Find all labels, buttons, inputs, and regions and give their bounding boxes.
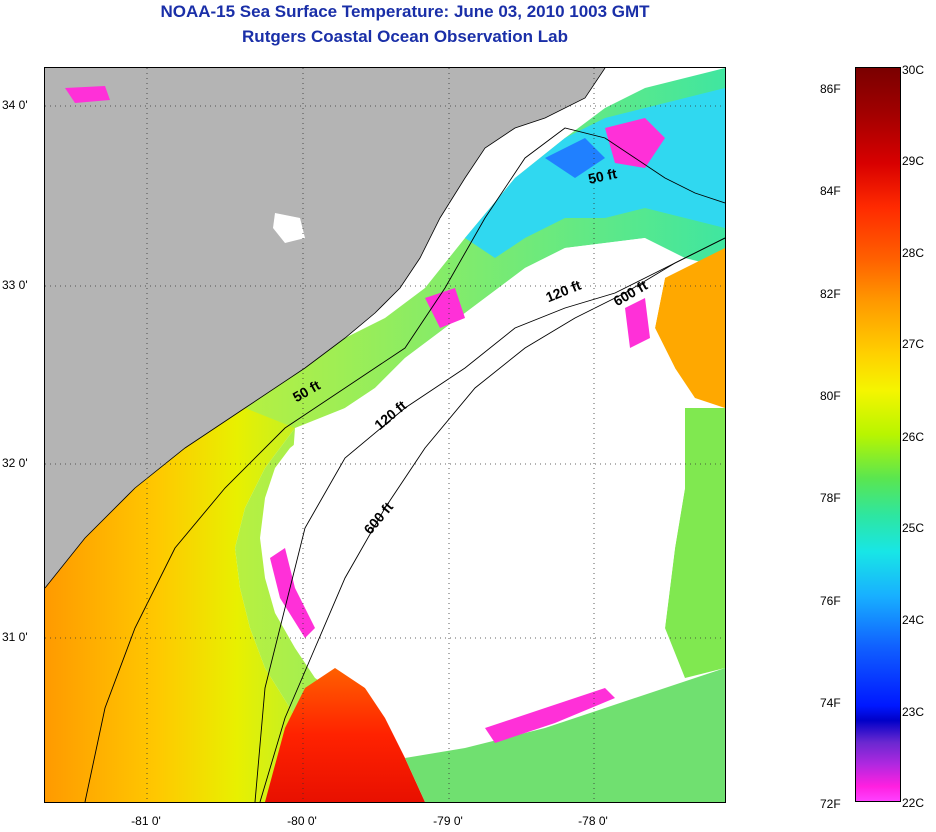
colorbar-c-22: 22C [902,796,925,810]
colorbar-c-27: 27C [902,337,925,351]
lon-label-79: -79 0' [433,814,463,828]
colorbar-f-80: 80F [820,389,841,403]
magenta-patch-north [605,118,665,168]
colorbar-c-25: 25C [902,521,925,535]
east-green-water [665,408,725,678]
colorbar-f-84: 84F [820,184,841,198]
coastal-warm-water [45,338,365,802]
lat-label-31: 31 0' [2,630,28,644]
colorbar-f-74: 74F [820,696,841,710]
sst-map [44,67,726,803]
cool-water-north [465,88,725,258]
south-green-water [405,668,725,802]
colorbar-c-29: 29C [902,154,925,168]
colorbar-c-23: 23C [902,705,925,719]
cloud-cover [285,238,685,738]
blue-patch-north [545,138,605,178]
lat-label-33: 33 0' [2,278,28,292]
lon-label-81: -81 0' [131,814,161,828]
cloud-edge-east [625,298,650,348]
cloud-edge-north [425,288,465,328]
contour-600ft [259,237,725,802]
colorbar-c-24: 24C [902,613,925,627]
coastline [45,68,606,589]
gulf-stream-warm-water [265,668,425,802]
lon-label-80: -80 0' [287,814,317,828]
colorbar-f-78: 78F [820,491,841,505]
colorbar-f-72: 72F [820,797,841,811]
contour-50ft [84,127,725,802]
lat-label-34: 34 0' [2,98,28,112]
colorbar-c-26: 26C [902,430,925,444]
colorbar-f-82: 82F [820,287,841,301]
offshore-patch [273,213,305,243]
offshore-patch-2 [65,86,110,103]
shelf-water [235,68,725,748]
cloud-edge-south [485,688,615,743]
cloud-edge-west [270,548,315,638]
sst-map-canvas [45,68,725,802]
map-title: NOAA-15 Sea Surface Temperature: June 03… [160,2,650,21]
grid-lines [45,68,725,802]
colorbar-c-28: 28C [902,246,925,260]
lon-label-78: -78 0' [578,814,608,828]
lat-label-32: 32 0' [2,456,28,470]
temperature-colorbar [855,67,901,802]
map-subtitle: Rutgers Coastal Ocean Observation Lab [242,27,568,46]
contour-120ft [254,237,725,802]
land-mass [45,68,605,588]
colorbar-f-86: 86F [820,82,841,96]
east-warm-water [655,248,725,408]
colorbar-f-76: 76F [820,594,841,608]
colorbar-c-30: 30C [902,63,925,77]
